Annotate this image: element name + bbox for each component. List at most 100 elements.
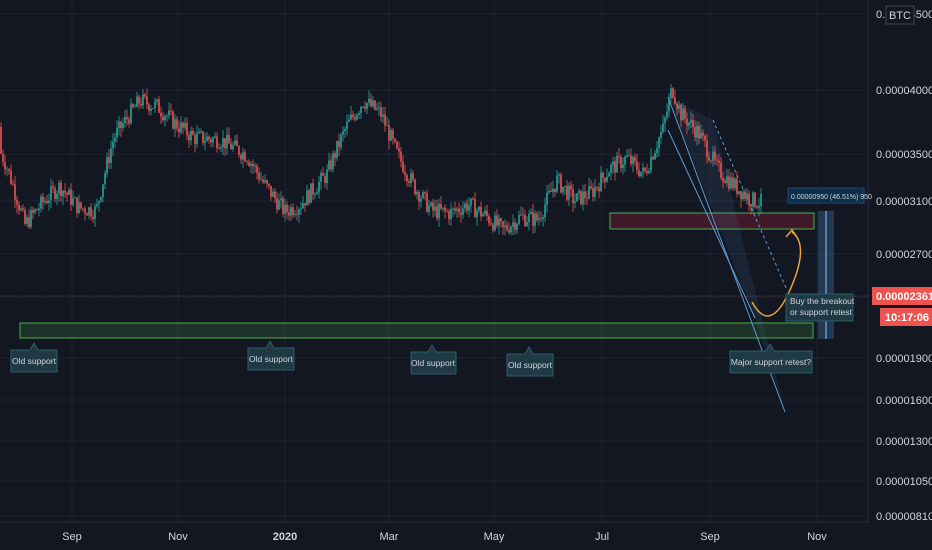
candle-body xyxy=(314,194,316,196)
candle-body xyxy=(746,193,748,199)
candle-body xyxy=(102,184,104,197)
candle-body xyxy=(358,112,360,115)
candle-body xyxy=(392,130,394,139)
candle-body xyxy=(458,208,460,213)
price-axis[interactable]: 0.000045000.000040000.000035000.00003100… xyxy=(876,9,932,523)
candle-body xyxy=(10,170,12,184)
candle-body xyxy=(310,183,312,203)
candle-body xyxy=(662,123,664,132)
candle-body xyxy=(626,155,628,158)
candle-body xyxy=(434,206,436,211)
candle-body xyxy=(584,191,586,198)
x-tick-label: Jul xyxy=(595,531,609,543)
candle-body xyxy=(722,177,724,182)
candle-body xyxy=(452,208,454,210)
candle-body xyxy=(468,205,470,211)
time-axis[interactable]: Sep Nov 2020 Mar May Jul Sep Nov xyxy=(62,531,827,543)
candle-body xyxy=(100,196,102,202)
candle-body xyxy=(146,96,148,105)
candle-body xyxy=(732,177,734,189)
candle-body xyxy=(660,131,662,138)
major-support-callout: Major support retest? xyxy=(729,342,813,374)
candle-body xyxy=(124,116,126,124)
candle-body xyxy=(20,208,22,211)
candle-body xyxy=(706,140,708,158)
candle-body xyxy=(442,207,444,209)
major-support-label: Major support retest? xyxy=(731,357,812,367)
candle-body xyxy=(596,186,598,188)
candle-body xyxy=(528,214,530,223)
candle-body xyxy=(624,157,626,165)
candle-body xyxy=(534,213,536,226)
candle-body xyxy=(516,223,518,230)
candle-body xyxy=(602,172,604,178)
candle-body xyxy=(578,190,580,194)
candle-body xyxy=(280,198,282,201)
candle-body xyxy=(112,141,114,149)
resistance-zone xyxy=(609,212,815,230)
candle-body xyxy=(692,119,694,128)
candle-body xyxy=(56,193,58,200)
candle-body xyxy=(48,200,50,204)
candle-body xyxy=(548,190,550,193)
candle-body xyxy=(122,123,124,129)
candle-body xyxy=(696,125,698,138)
candle-body xyxy=(304,203,306,206)
candle-body xyxy=(760,194,762,206)
candle-body xyxy=(218,148,220,150)
candle-body xyxy=(480,206,482,217)
candle-body xyxy=(724,181,726,184)
candle-body xyxy=(524,215,526,227)
channel-line-mid xyxy=(712,119,788,291)
candle-body xyxy=(238,146,240,156)
candle-body xyxy=(296,214,298,215)
candle-body xyxy=(372,100,374,107)
candle-body xyxy=(694,127,696,138)
candle-body xyxy=(462,208,464,215)
x-tick-label: Mar xyxy=(380,531,399,543)
measure-callout: 0.00000950 (46.51%) 950 xyxy=(787,187,872,204)
countdown-value: 10:17:06 xyxy=(885,312,929,324)
candle-body xyxy=(208,136,210,140)
candle-body xyxy=(276,198,278,210)
candle-body xyxy=(658,137,660,149)
candle-body xyxy=(500,218,502,222)
candle-body xyxy=(670,88,672,99)
candle-body xyxy=(332,153,334,170)
candle-body xyxy=(90,207,92,217)
candle-body xyxy=(512,222,514,227)
candle-body xyxy=(366,102,368,109)
candle-body xyxy=(380,107,382,117)
candle-body xyxy=(136,96,138,107)
candle-body xyxy=(264,180,266,183)
candle-body xyxy=(300,208,302,210)
candle-body xyxy=(544,204,546,218)
candle-body xyxy=(206,136,208,142)
candle-body xyxy=(720,162,722,178)
candlestick-series xyxy=(0,83,762,236)
candle-body xyxy=(80,202,82,209)
candle-body xyxy=(436,206,438,219)
candle-body xyxy=(606,176,608,182)
candle-body xyxy=(460,212,462,215)
candle-body xyxy=(104,173,106,185)
candle-body xyxy=(42,196,44,203)
candle-body xyxy=(94,206,96,219)
candle-body xyxy=(364,106,366,109)
candle-body xyxy=(182,122,184,128)
candle-body xyxy=(220,147,222,149)
candle-body xyxy=(334,153,336,158)
candle-body xyxy=(244,152,246,162)
old-support-label-4: Old support xyxy=(508,360,553,370)
support-zone xyxy=(19,322,814,339)
candle-body xyxy=(202,131,204,143)
old-support-callout-4: Old support xyxy=(506,345,554,377)
candle-body xyxy=(30,210,32,228)
candle-body xyxy=(496,215,498,226)
candle-body xyxy=(228,134,230,144)
candle-body xyxy=(498,218,500,226)
candle-body xyxy=(196,133,198,145)
candle-body xyxy=(420,198,422,202)
candle-body xyxy=(362,106,364,108)
